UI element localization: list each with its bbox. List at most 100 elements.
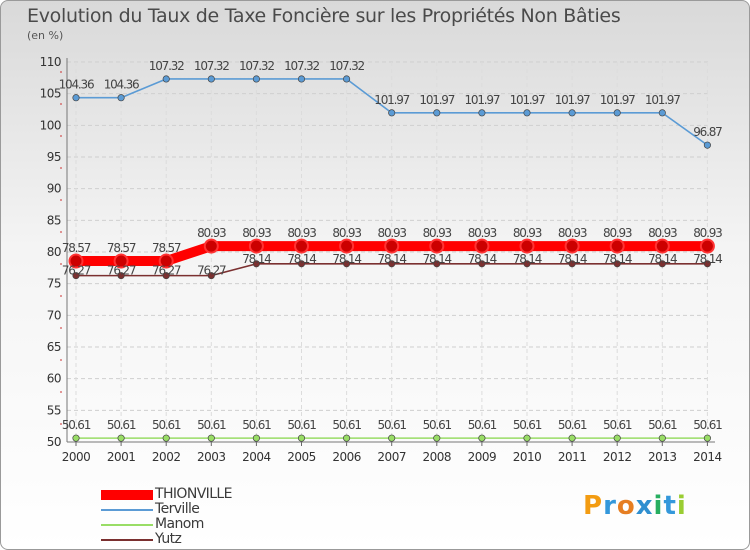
data-label-thionville: 80.93 — [378, 226, 407, 240]
data-labels: 78.57 78.57 78.57 80.93 80.93 80.93 80.93 80.93… — [59, 59, 724, 432]
data-label-terville: 101.97 — [374, 93, 409, 107]
x-tick-label: 2010 — [513, 450, 542, 464]
point-yutz — [162, 272, 170, 280]
data-label-manom: 50.61 — [332, 418, 361, 432]
data-label-thionville: 80.93 — [242, 226, 271, 240]
logo-letter: r — [603, 491, 617, 521]
point-manom — [162, 434, 170, 442]
point-yutz — [72, 272, 80, 280]
y-tick-label: 80 — [47, 245, 61, 259]
logo-letter: x — [635, 491, 654, 521]
point-thionville — [429, 238, 445, 254]
data-label-terville: 101.97 — [510, 93, 545, 107]
data-label-manom: 50.61 — [423, 418, 452, 432]
point-thionville — [158, 253, 174, 269]
data-label-thionville: 80.93 — [197, 226, 226, 240]
logo-letter: i — [653, 491, 664, 521]
data-label-yutz: 78.14 — [468, 252, 497, 266]
y-tick-label: 75 — [47, 277, 61, 291]
point-thionville — [609, 238, 625, 254]
data-label-manom: 50.61 — [152, 418, 181, 432]
data-label-yutz: 76.27 — [107, 264, 136, 278]
x-tick-label: 2007 — [377, 450, 406, 464]
data-label-yutz: 78.14 — [332, 252, 361, 266]
y-tick-label: 55 — [47, 403, 61, 417]
data-label-yutz: 78.14 — [513, 252, 542, 266]
data-label-yutz: 78.14 — [558, 252, 587, 266]
x-tick-label: 2003 — [197, 450, 226, 464]
point-yutz — [568, 260, 576, 268]
data-label-yutz: 78.14 — [423, 252, 452, 266]
data-label-manom: 50.61 — [287, 418, 316, 432]
y-tick-label: 110 — [40, 55, 61, 69]
point-thionville — [203, 238, 219, 254]
data-label-thionville: 80.93 — [558, 226, 587, 240]
data-label-yutz: 76.27 — [62, 264, 91, 278]
logo-letter: i — [676, 491, 687, 521]
y-tick-label: 100 — [40, 118, 61, 132]
point-manom — [523, 434, 531, 442]
logo-letter: P — [583, 491, 604, 521]
y-tick-label: 50 — [47, 435, 61, 449]
point-yutz — [388, 260, 396, 268]
point-thionville — [654, 238, 670, 254]
point-manom — [72, 434, 80, 442]
point-manom — [388, 434, 396, 442]
point-yutz — [613, 260, 621, 268]
data-label-yutz: 78.14 — [693, 252, 722, 266]
data-label-thionville: 80.93 — [287, 226, 316, 240]
x-tick-label: 2002 — [152, 450, 181, 464]
point-thionville — [564, 238, 580, 254]
point-yutz — [523, 260, 531, 268]
data-label-terville: 101.97 — [419, 93, 454, 107]
point-terville — [297, 75, 306, 83]
y-tick-label: 65 — [47, 340, 61, 354]
data-label-thionville: 80.93 — [332, 226, 361, 240]
x-tick-label: 2014 — [693, 450, 722, 464]
data-label-terville: 101.97 — [600, 93, 635, 107]
data-label-yutz: 78.14 — [378, 252, 407, 266]
data-label-thionville: 80.93 — [693, 226, 722, 240]
proxiti-logo: Proxiti — [583, 491, 687, 521]
point-manom — [343, 434, 351, 442]
point-yutz — [297, 260, 306, 268]
point-yutz — [252, 260, 260, 268]
legend-swatch-yutz — [101, 539, 153, 541]
y-tick-label: 85 — [47, 213, 61, 227]
point-thionville — [248, 238, 264, 254]
data-label-yutz: 76.27 — [152, 264, 181, 278]
y-tick-label: 95 — [47, 150, 61, 164]
point-thionville — [699, 238, 715, 254]
data-label-manom: 50.61 — [242, 418, 271, 432]
data-label-terville: 107.32 — [284, 59, 319, 73]
data-label-manom: 50.61 — [693, 418, 722, 432]
data-label-manom: 50.61 — [648, 418, 677, 432]
point-yutz — [433, 260, 441, 268]
data-label-thionville: 80.93 — [603, 226, 632, 240]
data-label-terville: 107.32 — [149, 59, 184, 73]
legend-swatch-terville — [101, 509, 153, 511]
point-terville — [72, 94, 80, 102]
point-terville — [207, 75, 215, 83]
data-label-manom: 50.61 — [197, 418, 226, 432]
unit-label: (en %) — [27, 29, 64, 42]
data-label-yutz: 76.27 — [197, 264, 226, 278]
x-tick-label: 2009 — [468, 450, 497, 464]
point-manom — [613, 434, 621, 442]
legend-swatch-manom — [101, 524, 153, 526]
point-thionville — [474, 238, 490, 254]
y-tick-label: 60 — [47, 372, 61, 386]
data-label-terville: 101.97 — [555, 93, 590, 107]
data-label-thionville: 80.93 — [513, 226, 542, 240]
data-label-thionville: 80.93 — [423, 226, 452, 240]
point-manom — [568, 434, 576, 442]
axes: 50 55 60 65 70 75 80 85 90 95 100 105 110 2000 2001 200… — [40, 55, 723, 464]
point-terville — [523, 109, 531, 117]
data-label-manom: 50.61 — [62, 418, 91, 432]
x-tick-label: 2004 — [242, 450, 271, 464]
point-yutz — [117, 272, 125, 280]
point-terville — [252, 75, 260, 83]
legend-swatch-thionville — [101, 490, 153, 500]
